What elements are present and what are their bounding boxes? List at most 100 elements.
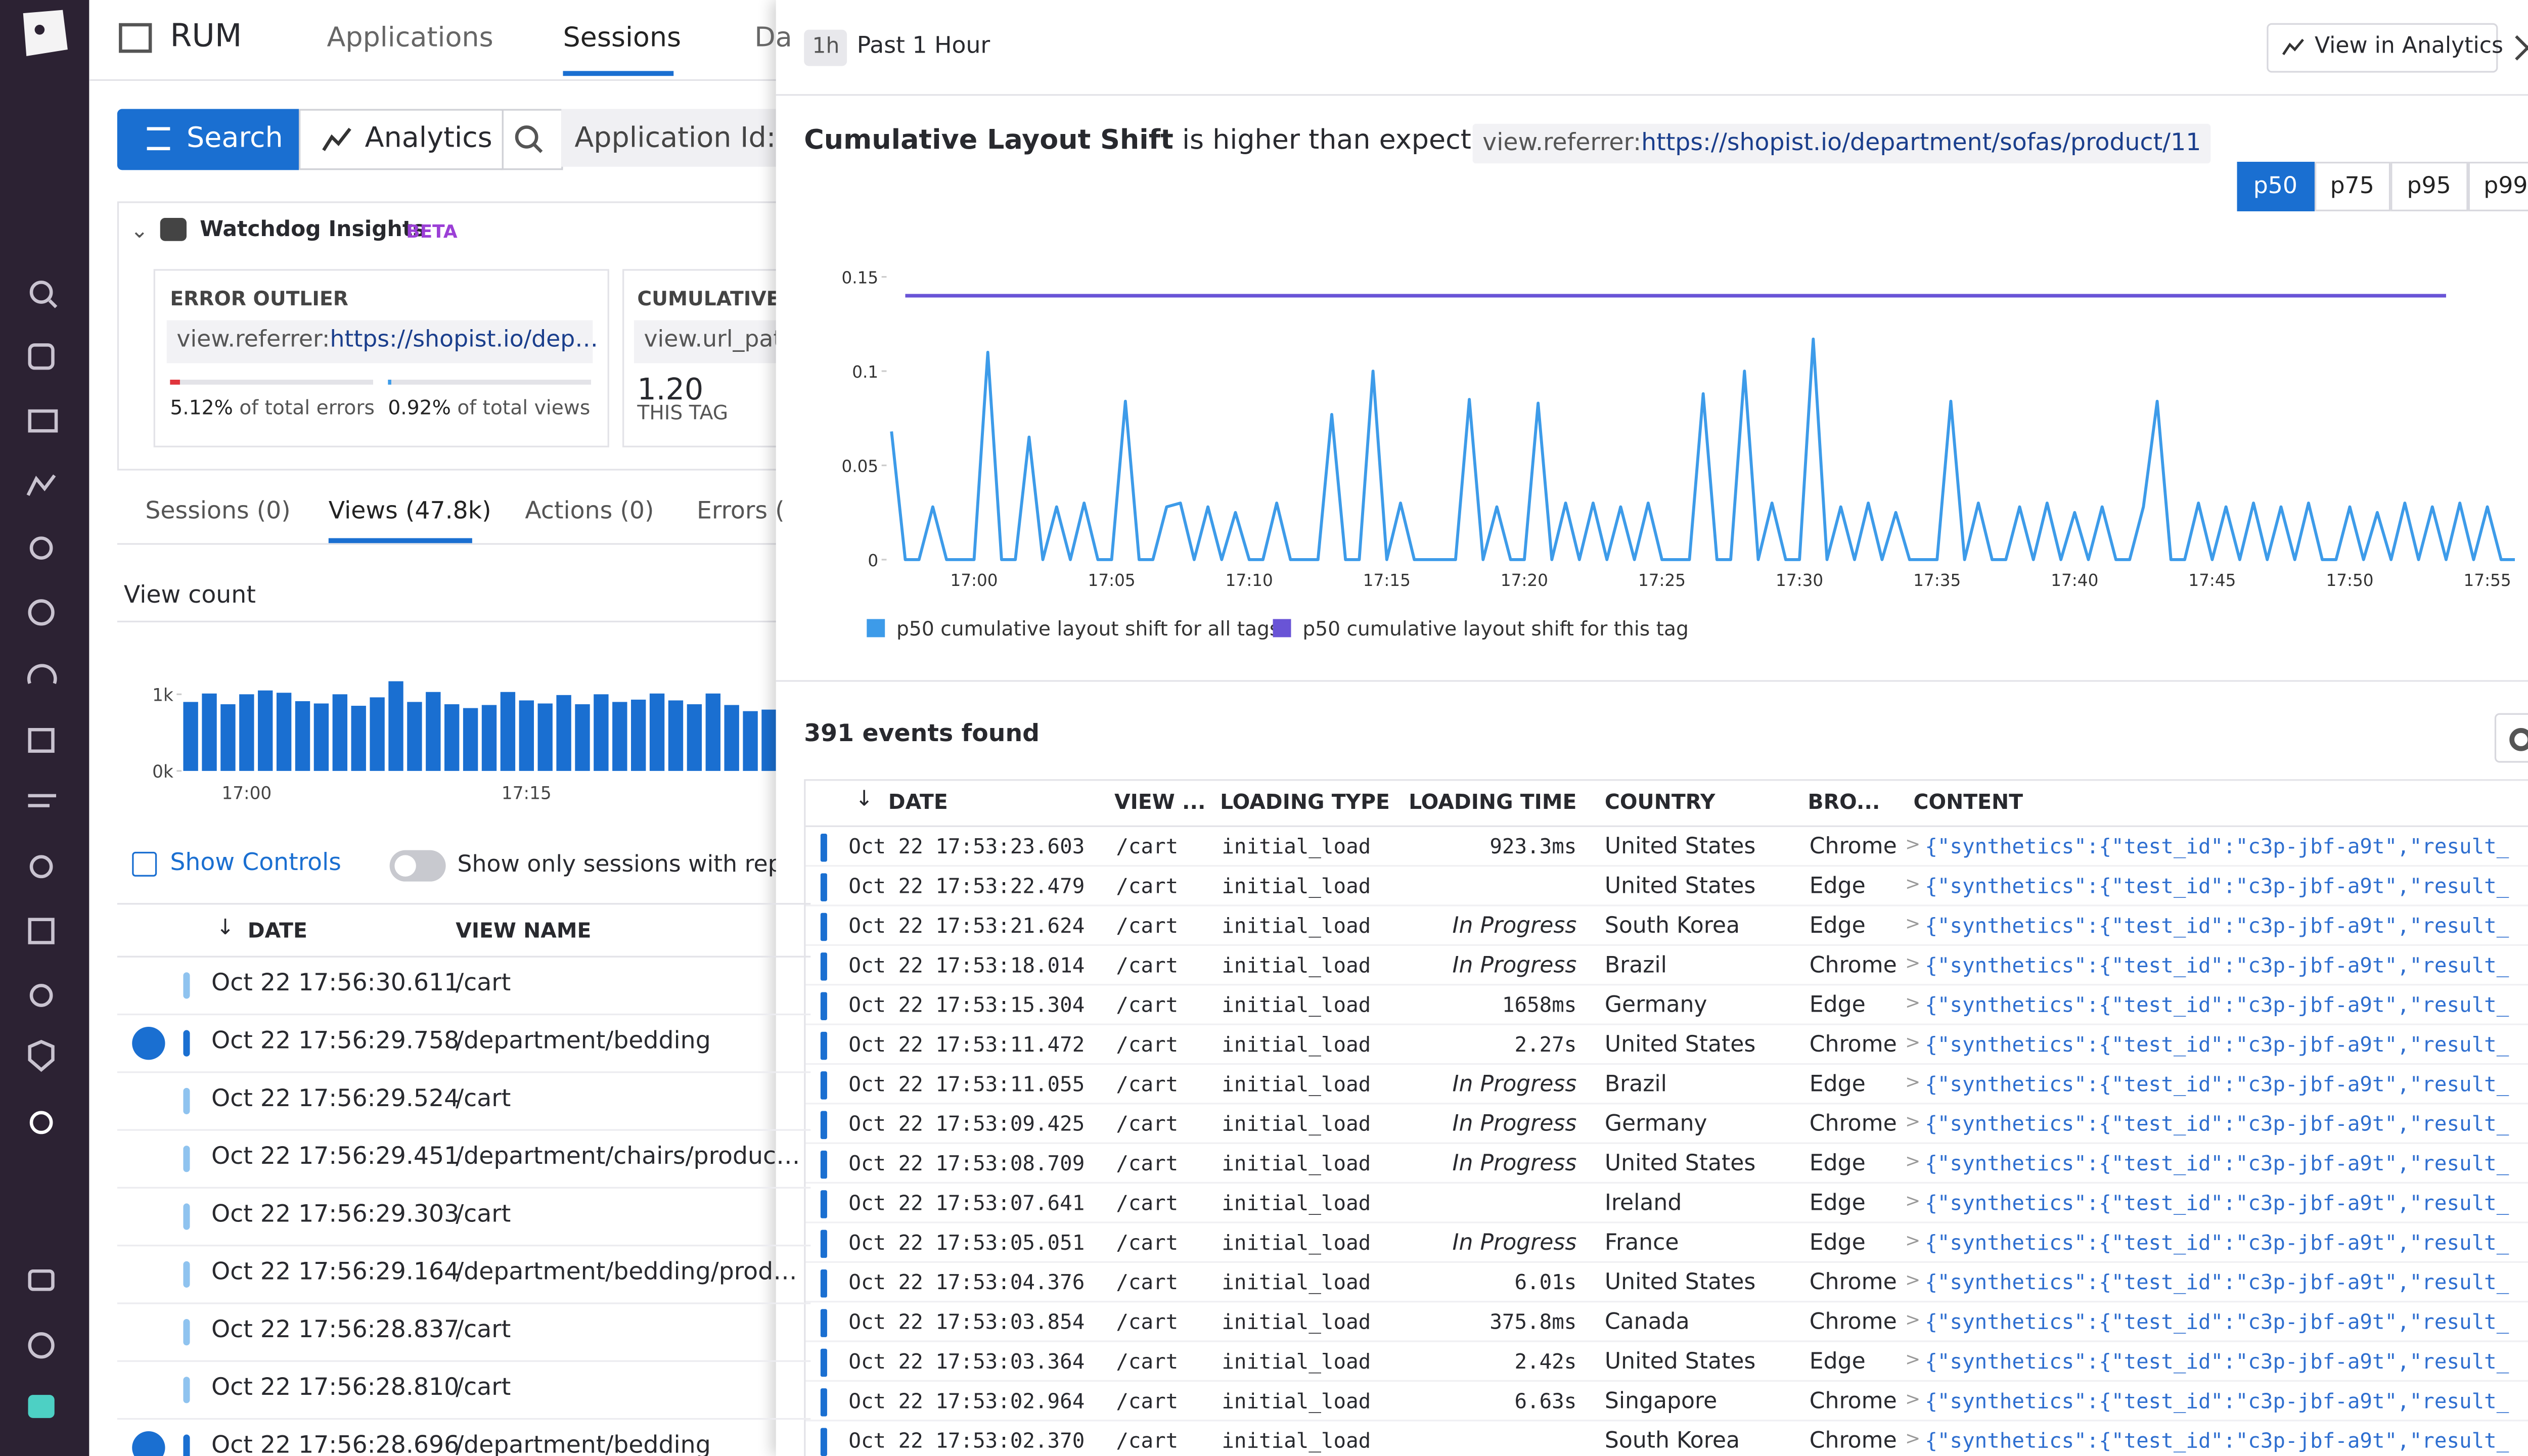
view-name[interactable]: /cart (456, 1317, 511, 1344)
column-header[interactable]: VIEW ... (1114, 789, 1206, 814)
cell-date: Oct 22 17:53:03.854 (848, 1309, 1085, 1334)
replay-button[interactable] (132, 1431, 165, 1456)
cell-view: /cart (1116, 1309, 1179, 1334)
chat-icon[interactable] (28, 1269, 55, 1291)
cell-loading-type: initial_load (1222, 1309, 1371, 1334)
percentile-button[interactable]: p99 (2467, 162, 2528, 211)
x-tick-label: 17:15 (1363, 571, 1411, 590)
bar (612, 702, 627, 771)
apm-icon[interactable] (28, 599, 55, 626)
network-icon[interactable] (29, 855, 53, 879)
bar (426, 692, 441, 771)
view-name[interactable]: /cart (456, 1375, 511, 1402)
logo[interactable] (23, 10, 68, 57)
row-divider (117, 1071, 811, 1073)
nav-tab[interactable]: Applications (327, 21, 493, 53)
show-controls[interactable]: Show Controls (170, 850, 341, 877)
notebook-icon[interactable] (28, 918, 55, 944)
bar (444, 704, 460, 771)
analytics-button[interactable] (299, 109, 504, 170)
time-range[interactable]: Past 1 Hour (856, 33, 990, 60)
tag-key: view.referrer: (1482, 130, 1642, 157)
cicd-icon[interactable] (29, 984, 53, 1007)
bar (687, 704, 702, 771)
bar (407, 702, 422, 771)
view-tab[interactable]: Views (47.8k) (328, 498, 491, 525)
toggle[interactable] (389, 850, 446, 882)
column-header[interactable]: CONTENT (1913, 789, 2023, 814)
cell-browser: Chrome (1809, 1388, 1897, 1415)
view-name[interactable]: /department/chairs/produc… (456, 1144, 800, 1171)
help-icon[interactable] (28, 1332, 55, 1359)
view-name[interactable]: /cart (456, 1202, 511, 1228)
nav-tab[interactable]: Da (754, 21, 792, 53)
status-bar (820, 1309, 827, 1337)
session-date: Oct 22 17:56:29.303 (211, 1202, 460, 1228)
view-name[interactable]: /department/bedding (456, 1433, 711, 1456)
cell-date: Oct 22 17:53:03.364 (848, 1348, 1085, 1374)
events-table-frame (804, 779, 2528, 1456)
search-button[interactable] (117, 109, 299, 170)
expand-chevron: > (1905, 1428, 1921, 1449)
view-tab[interactable]: Actions (0) (525, 498, 654, 525)
expand-chevron: > (1905, 992, 1921, 1014)
view-tab[interactable]: Errors ( (696, 498, 785, 525)
settings-button[interactable] (2494, 713, 2528, 763)
logs-icon[interactable] (28, 409, 58, 433)
query-input[interactable] (561, 109, 793, 167)
view-name[interactable]: /cart (456, 971, 511, 997)
bar (183, 702, 198, 771)
column-header[interactable]: DATE (888, 789, 948, 814)
view-name[interactable]: /department/bedding (456, 1028, 711, 1055)
view-in-analytics-button[interactable] (2267, 23, 2498, 73)
row-divider (805, 904, 2528, 906)
row-divider (805, 1103, 2528, 1105)
cell-date: Oct 22 17:53:21.624 (848, 913, 1085, 938)
cell-country: Canada (1604, 1309, 1690, 1336)
column-header[interactable]: LOADING TYPE (1220, 789, 1390, 814)
cell-country: United States (1604, 1031, 1756, 1059)
synthetics-icon[interactable] (27, 664, 57, 684)
replay-button[interactable] (132, 1027, 165, 1060)
expand-chevron: > (1905, 1388, 1921, 1410)
analytics-label: Analytics (365, 122, 492, 155)
metrics-icon[interactable] (26, 474, 56, 496)
cell-loading-time: In Progress (1452, 952, 1577, 979)
infra-icon[interactable] (29, 536, 53, 560)
column-header[interactable]: LOADING TIME (1409, 789, 1577, 814)
controls-icon (132, 851, 157, 877)
cell-country: France (1604, 1230, 1679, 1256)
insight-card[interactable] (153, 269, 609, 447)
view-tab[interactable]: Sessions (0) (145, 498, 291, 525)
column-header[interactable]: VIEW NAME (456, 918, 592, 943)
cell-country: Germany (1604, 992, 1707, 1019)
cell-country: United States (1604, 833, 1756, 860)
sidebar (0, 0, 89, 1456)
view-name[interactable]: /department/bedding/prod… (456, 1259, 797, 1286)
cell-date: Oct 22 17:53:07.641 (848, 1190, 1085, 1215)
panel-header-divider (776, 94, 2528, 96)
close-button[interactable] (2513, 33, 2528, 63)
percentile-button[interactable]: p95 (2390, 162, 2468, 211)
views-bar-track (388, 380, 591, 385)
status-bar (183, 1377, 190, 1403)
column-header[interactable]: BRO... (1808, 789, 1880, 814)
security-icon[interactable] (28, 1039, 55, 1072)
column-header[interactable]: COUNTRY (1604, 789, 1716, 814)
collapse-chevron[interactable]: ⌄ (130, 219, 149, 245)
nav-tab[interactable]: Sessions (563, 21, 682, 53)
watchdog-icon[interactable] (28, 343, 55, 370)
percentile-button[interactable]: p50 (2237, 162, 2314, 211)
cell-loading-type: initial_load (1222, 1190, 1371, 1215)
cell-content: {"synthetics":{"test_id":"c3p-jbf-a9t","… (1925, 1309, 2509, 1334)
view-name[interactable]: /cart (456, 1086, 511, 1113)
search-icon[interactable] (29, 281, 53, 304)
bar (276, 693, 292, 771)
cell-loading-type: initial_load (1222, 1269, 1371, 1295)
percentile-button[interactable]: p75 (2314, 162, 2391, 211)
integrations-icon[interactable] (28, 728, 55, 753)
y-tick-label: 0 (868, 551, 878, 570)
user-icon[interactable] (28, 1395, 55, 1418)
column-header[interactable]: DATE (247, 918, 307, 943)
rum-icon[interactable] (29, 1111, 53, 1134)
